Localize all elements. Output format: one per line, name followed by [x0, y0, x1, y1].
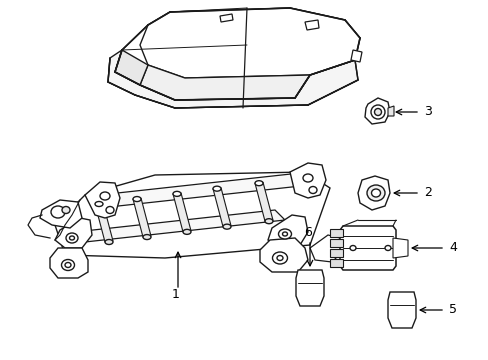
Polygon shape — [75, 210, 285, 242]
Ellipse shape — [133, 197, 141, 202]
Polygon shape — [40, 200, 82, 228]
Ellipse shape — [276, 256, 283, 261]
Polygon shape — [387, 106, 393, 116]
Polygon shape — [50, 248, 88, 278]
Text: 1: 1 — [172, 288, 180, 301]
Text: 6: 6 — [304, 226, 311, 239]
Ellipse shape — [254, 181, 263, 186]
Text: 4: 4 — [448, 241, 456, 254]
Polygon shape — [329, 249, 342, 257]
Polygon shape — [115, 50, 148, 85]
Ellipse shape — [61, 260, 74, 270]
Polygon shape — [392, 238, 407, 258]
Polygon shape — [115, 8, 359, 100]
Ellipse shape — [183, 229, 191, 234]
Ellipse shape — [173, 192, 181, 196]
Polygon shape — [295, 270, 324, 306]
Polygon shape — [329, 229, 342, 237]
Polygon shape — [85, 182, 120, 218]
Ellipse shape — [223, 224, 230, 229]
Polygon shape — [254, 182, 272, 221]
Ellipse shape — [349, 246, 355, 251]
Ellipse shape — [66, 233, 78, 243]
Polygon shape — [364, 98, 389, 124]
Ellipse shape — [278, 229, 291, 239]
Ellipse shape — [65, 262, 71, 267]
Polygon shape — [140, 65, 309, 100]
Ellipse shape — [282, 232, 287, 236]
Ellipse shape — [374, 108, 381, 116]
Ellipse shape — [105, 239, 113, 244]
Ellipse shape — [100, 192, 110, 200]
Polygon shape — [329, 239, 342, 247]
Ellipse shape — [69, 236, 74, 240]
Ellipse shape — [51, 206, 65, 218]
Polygon shape — [260, 238, 307, 272]
Polygon shape — [213, 188, 230, 227]
Ellipse shape — [264, 219, 272, 224]
Polygon shape — [329, 259, 342, 267]
Polygon shape — [220, 14, 232, 22]
Polygon shape — [289, 163, 325, 198]
Ellipse shape — [272, 252, 287, 264]
Ellipse shape — [371, 189, 380, 197]
Polygon shape — [173, 193, 191, 232]
Polygon shape — [305, 20, 318, 30]
Polygon shape — [140, 8, 359, 78]
Ellipse shape — [106, 207, 114, 213]
Ellipse shape — [213, 186, 221, 191]
Polygon shape — [133, 198, 151, 237]
Text: 3: 3 — [423, 105, 431, 118]
Ellipse shape — [370, 105, 384, 119]
Polygon shape — [95, 203, 113, 242]
Polygon shape — [267, 215, 307, 248]
Polygon shape — [55, 218, 92, 248]
Ellipse shape — [62, 207, 70, 213]
Ellipse shape — [95, 202, 103, 207]
Polygon shape — [309, 235, 341, 262]
Polygon shape — [90, 173, 309, 208]
Ellipse shape — [384, 246, 390, 251]
Polygon shape — [55, 172, 329, 258]
Text: 2: 2 — [423, 186, 431, 199]
Ellipse shape — [142, 235, 151, 239]
Polygon shape — [339, 226, 395, 270]
Ellipse shape — [303, 174, 312, 182]
Ellipse shape — [366, 185, 384, 201]
Polygon shape — [350, 50, 361, 62]
Text: 5: 5 — [448, 303, 456, 316]
Polygon shape — [108, 50, 357, 108]
Ellipse shape — [308, 186, 316, 194]
Polygon shape — [357, 176, 389, 210]
Polygon shape — [387, 292, 415, 328]
